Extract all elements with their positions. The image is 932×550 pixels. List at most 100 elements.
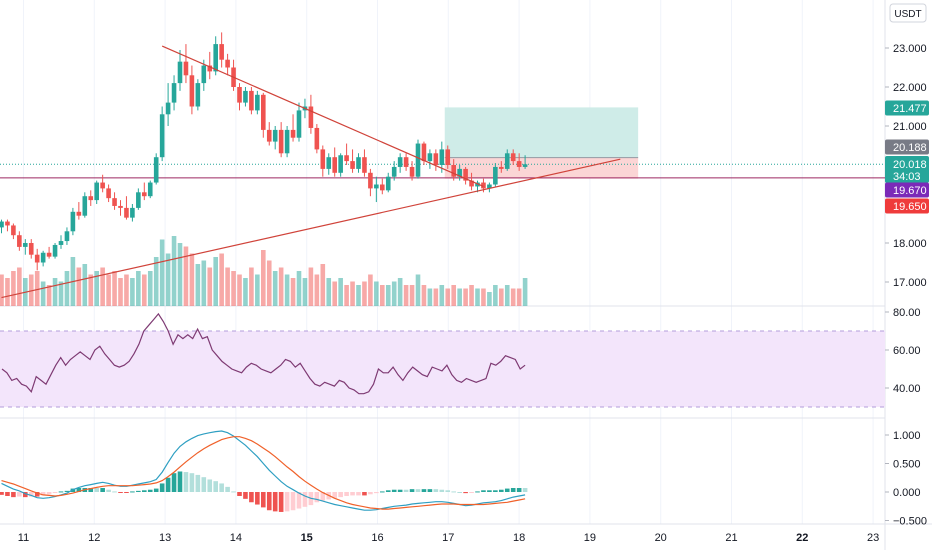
candle-body[interactable] bbox=[266, 129, 272, 142]
candle-body[interactable] bbox=[58, 241, 64, 245]
candle-body[interactable] bbox=[433, 153, 439, 165]
macd-pane[interactable] bbox=[0, 430, 528, 512]
candle-body[interactable] bbox=[457, 168, 462, 177]
candle-body[interactable] bbox=[368, 172, 373, 189]
candle-body[interactable] bbox=[124, 207, 129, 218]
trendline[interactable] bbox=[1, 158, 621, 299]
candle-body[interactable] bbox=[159, 114, 165, 158]
candle-body[interactable] bbox=[165, 102, 171, 115]
candle-body[interactable] bbox=[272, 129, 278, 142]
candle-body[interactable] bbox=[469, 180, 474, 187]
take-profit-zone[interactable] bbox=[444, 107, 639, 158]
candle-body[interactable] bbox=[427, 153, 433, 162]
stop-loss-zone[interactable] bbox=[444, 157, 639, 179]
candle-body[interactable] bbox=[94, 182, 99, 201]
candle-body[interactable] bbox=[499, 166, 504, 169]
candle-body[interactable] bbox=[445, 149, 451, 165]
candle-body[interactable] bbox=[64, 231, 70, 242]
candle-body[interactable] bbox=[415, 143, 421, 177]
candle-body[interactable] bbox=[451, 165, 456, 177]
candle-body[interactable] bbox=[421, 143, 427, 162]
candle-body[interactable] bbox=[142, 192, 147, 197]
candle-body[interactable] bbox=[493, 166, 498, 185]
candle-body[interactable] bbox=[28, 243, 34, 255]
candle-body[interactable] bbox=[261, 94, 266, 130]
candle-body[interactable] bbox=[112, 198, 117, 206]
rsi-pane[interactable] bbox=[0, 312, 885, 408]
candle-body[interactable] bbox=[403, 157, 409, 167]
candle-body[interactable] bbox=[308, 106, 314, 128]
candle-body[interactable] bbox=[88, 196, 94, 201]
candle-body[interactable] bbox=[213, 44, 218, 72]
candle-body[interactable] bbox=[409, 166, 415, 177]
candle-body[interactable] bbox=[46, 252, 52, 257]
candle-body[interactable] bbox=[147, 182, 153, 197]
candle-body[interactable] bbox=[397, 157, 403, 167]
candle-body[interactable] bbox=[183, 61, 189, 76]
candle-body[interactable] bbox=[504, 153, 510, 169]
candle-body[interactable] bbox=[374, 184, 379, 189]
candle-body[interactable] bbox=[52, 244, 58, 257]
candle-body[interactable] bbox=[130, 207, 135, 218]
candle-body[interactable] bbox=[338, 155, 343, 173]
candle-body[interactable] bbox=[34, 254, 40, 263]
candle-body[interactable] bbox=[356, 157, 361, 169]
candle-body[interactable] bbox=[284, 129, 290, 154]
candle-body[interactable] bbox=[380, 184, 385, 191]
candle-body[interactable] bbox=[201, 65, 207, 84]
candle-body[interactable] bbox=[40, 252, 46, 263]
candle-body[interactable] bbox=[136, 192, 141, 208]
candle-body[interactable] bbox=[385, 176, 391, 191]
candle-body[interactable] bbox=[350, 161, 355, 169]
candle-body[interactable] bbox=[100, 182, 105, 189]
candle-body[interactable] bbox=[391, 166, 397, 177]
candle-body[interactable] bbox=[237, 87, 242, 103]
candle-body[interactable] bbox=[290, 129, 296, 138]
candle-body[interactable] bbox=[171, 83, 177, 103]
candle-body[interactable] bbox=[225, 59, 230, 68]
signal-line[interactable] bbox=[1, 436, 526, 510]
candle-body[interactable] bbox=[439, 149, 445, 165]
candle-body[interactable] bbox=[195, 83, 201, 107]
candle-body[interactable] bbox=[296, 110, 302, 138]
candle-body[interactable] bbox=[278, 129, 284, 154]
candle-body[interactable] bbox=[5, 221, 10, 226]
candle-body[interactable] bbox=[118, 205, 123, 208]
candle-body[interactable] bbox=[219, 44, 224, 60]
candle-body[interactable] bbox=[70, 211, 76, 232]
candle-body[interactable] bbox=[153, 157, 159, 183]
candle-body[interactable] bbox=[207, 65, 213, 72]
candle-body[interactable] bbox=[463, 168, 468, 181]
candle-body[interactable] bbox=[106, 188, 111, 199]
rsi-line[interactable] bbox=[1, 312, 526, 395]
price-axis[interactable]: 23.000 22.000 21.000 18.000 17.000 80.00 60.00… bbox=[885, 43, 927, 528]
candle-body[interactable] bbox=[0, 221, 4, 228]
candle-body[interactable] bbox=[243, 90, 248, 103]
candle-body[interactable] bbox=[249, 90, 254, 111]
candle-body[interactable] bbox=[189, 75, 195, 107]
candle-body[interactable] bbox=[76, 211, 82, 216]
candle-body[interactable] bbox=[510, 153, 516, 162]
candle-body[interactable] bbox=[11, 225, 16, 236]
macd-line[interactable] bbox=[1, 430, 526, 511]
candle-body[interactable] bbox=[17, 235, 22, 247]
candle-body[interactable] bbox=[314, 127, 320, 150]
candle-body[interactable] bbox=[522, 164, 528, 167]
candle-body[interactable] bbox=[487, 184, 492, 189]
candle-body[interactable] bbox=[481, 182, 486, 189]
candle-body[interactable] bbox=[332, 157, 337, 173]
candle-body[interactable] bbox=[326, 157, 332, 169]
time-axis[interactable]: 11 12 13 14 15 16 17 18 19 20 21 22 23 bbox=[18, 532, 879, 544]
candle-body[interactable] bbox=[344, 155, 349, 162]
trendlines[interactable] bbox=[1, 45, 621, 299]
candle-body[interactable] bbox=[320, 149, 326, 169]
currency-label[interactable]: USDT bbox=[889, 3, 927, 23]
candle-body[interactable] bbox=[362, 157, 367, 173]
candle-body[interactable] bbox=[23, 243, 28, 247]
candle-body[interactable] bbox=[516, 161, 522, 167]
candle-body[interactable] bbox=[255, 94, 260, 111]
trendline[interactable] bbox=[161, 45, 484, 187]
candle-body[interactable] bbox=[82, 196, 88, 216]
candle-body[interactable] bbox=[177, 61, 183, 84]
